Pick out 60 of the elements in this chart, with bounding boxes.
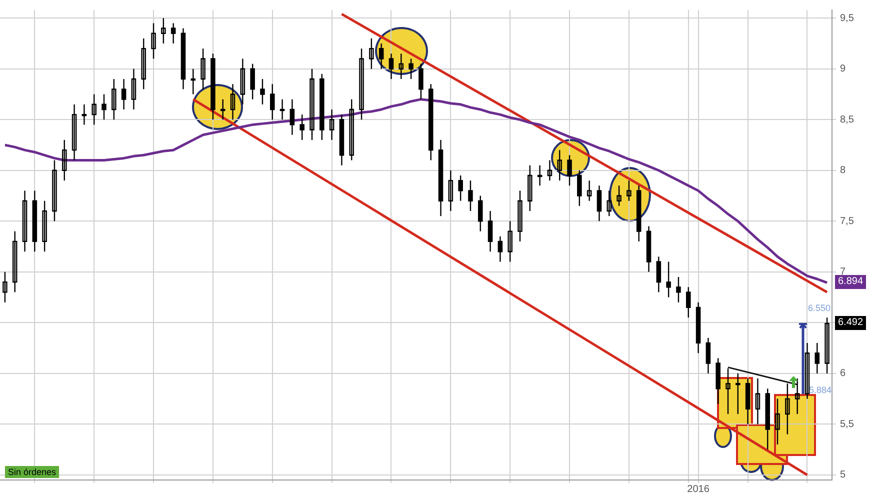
candlestick	[804, 342, 810, 400]
candlestick	[52, 160, 57, 222]
candlestick	[240, 58, 246, 106]
candlestick	[161, 18, 166, 44]
candlestick	[310, 68, 314, 141]
y-tick-label: 9,5	[840, 12, 854, 24]
annotation: Sin órdenes	[5, 466, 60, 478]
candlestick	[82, 104, 87, 126]
candlestick	[220, 98, 226, 120]
candlestick	[349, 98, 354, 161]
candlestick	[230, 84, 236, 120]
y-tick-label: 6	[840, 368, 846, 380]
y-tick-label: 5	[840, 470, 846, 481]
candlestick	[12, 230, 18, 293]
candlestick	[141, 38, 146, 90]
y-tick-label: 7,5	[840, 216, 854, 227]
candlestick	[606, 190, 612, 217]
candlestick	[537, 164, 542, 186]
x-tick-label: 2016	[687, 484, 710, 495]
candlestick	[131, 68, 136, 110]
candlestick	[22, 190, 28, 252]
candlestick	[726, 368, 730, 415]
candlestick	[329, 108, 334, 141]
candlestick	[775, 398, 780, 446]
candlestick	[72, 104, 77, 161]
candlestick	[755, 378, 760, 425]
y-tick-label: 8,5	[840, 114, 854, 126]
candlestick	[557, 149, 562, 182]
y-tick-label: 8	[840, 165, 846, 176]
candlestick	[42, 200, 47, 252]
candlestick	[785, 382, 790, 435]
candlestick	[359, 48, 364, 120]
candlestick	[369, 38, 374, 70]
candlestick	[280, 98, 285, 120]
candlestick	[448, 170, 454, 212]
candlestick	[398, 53, 404, 80]
text: 6.894	[835, 275, 866, 289]
candlestick	[586, 180, 592, 202]
candlestick	[824, 316, 830, 374]
candlestick	[151, 22, 156, 60]
candlestick	[112, 78, 116, 120]
candlestick	[736, 372, 740, 415]
candlestick	[62, 139, 67, 182]
candlestick	[616, 185, 622, 207]
candlestick	[528, 164, 532, 212]
annotation: 5.884	[809, 385, 832, 395]
candlestick	[794, 378, 800, 415]
candlestick	[547, 160, 552, 182]
candlestick	[92, 94, 96, 126]
candlestick	[200, 48, 206, 90]
candlestick	[518, 190, 522, 242]
y-tick-label: 5,5	[840, 418, 854, 430]
candlestick	[626, 180, 632, 202]
candlestick	[190, 68, 196, 95]
candlestick	[2, 271, 8, 303]
text: 6.492	[835, 316, 866, 330]
annotation: 6.550	[808, 303, 831, 313]
y-tick-label: 9	[840, 64, 846, 75]
y-tick-label: 7	[840, 266, 846, 278]
candlestick	[508, 220, 512, 262]
